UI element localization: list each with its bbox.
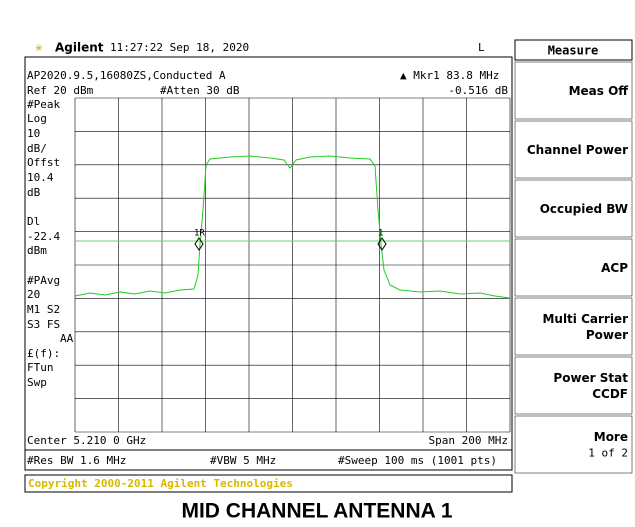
softkey-title: Measure — [548, 44, 599, 58]
left-label: Offst — [27, 156, 60, 169]
softkey-label: Meas Off — [569, 84, 629, 98]
left-label: 10.4 — [27, 171, 54, 184]
left-label: 10 — [27, 127, 40, 140]
marker-value: -0.516 dB — [448, 84, 508, 97]
vbw: #VBW 5 MHz — [210, 454, 276, 467]
left-label: AA — [60, 332, 74, 345]
softkey-label: Power — [586, 328, 628, 342]
softkey[interactable] — [514, 61, 633, 120]
logo: ✳ — [35, 41, 43, 56]
marker-freq: ▲ Mkr1 83.8 MHz — [400, 69, 499, 82]
left-label: FTun — [27, 361, 54, 374]
softkey[interactable] — [514, 356, 633, 415]
softkey[interactable] — [514, 297, 633, 356]
left-label: dBm — [27, 244, 47, 257]
softkey[interactable] — [514, 415, 633, 474]
trace — [74, 155, 511, 299]
softkey-label: Channel Power — [527, 143, 628, 157]
left-label: M1 S2 — [27, 303, 60, 316]
left-label: dB — [27, 186, 41, 199]
copyright-bar — [24, 474, 513, 493]
copyright: Copyright 2000-2011 Agilent Technologies — [28, 477, 293, 490]
softkey[interactable] — [514, 120, 633, 179]
softkey-label: ACP — [601, 261, 628, 275]
softkey[interactable] — [514, 179, 633, 238]
marker-freq-text: Mkr1 83.8 MHz — [413, 69, 499, 82]
brand: Agilent — [55, 41, 104, 55]
time: 11:27:22 Sep 18, 2020 — [110, 41, 249, 54]
ref-level: Ref 20 dBm — [27, 84, 94, 97]
span: Span 200 MHz — [429, 434, 508, 447]
setup: AP2020.9.5,16080ZS,Conducted A — [27, 69, 226, 82]
softkey-label: Multi Carrier — [542, 312, 628, 326]
graticule — [74, 97, 511, 433]
screen-border — [24, 56, 513, 471]
softkey-label: CCDF — [592, 387, 628, 401]
softkey-title-box — [514, 39, 633, 61]
left-label: £(f): — [27, 347, 60, 360]
marker-label: 1 — [378, 229, 383, 239]
caption: MID CHANNEL ANTENNA 1 — [181, 500, 452, 523]
atten: #Atten 30 dB — [160, 84, 240, 97]
softkeys: Meas Off Channel Power Occupied BW ACP Multi… — [514, 61, 633, 474]
left-label: Swp — [27, 376, 47, 389]
center: Center 5.210 0 GHz — [27, 434, 146, 447]
sweep: #Sweep 100 ms (1001 pts) — [338, 454, 497, 467]
left-label: -22.4 — [27, 230, 60, 243]
softkey[interactable] — [514, 238, 633, 297]
left-label: S3 FS — [27, 318, 60, 331]
softkey-label: Power Stat — [553, 371, 628, 385]
left-label: Dl — [27, 215, 40, 228]
markers — [194, 237, 387, 251]
softkey-label: Occupied BW — [540, 202, 628, 216]
left-label: 20 — [27, 288, 40, 301]
softkey-label: More — [594, 430, 628, 444]
left-label: #PAvg — [27, 274, 60, 287]
left-label: Log — [27, 112, 47, 125]
marker-label: 1R — [194, 229, 205, 239]
softkey-label: 1 of 2 — [588, 447, 628, 460]
rbw: #Res BW 1.6 MHz — [27, 454, 126, 467]
mode: L — [478, 41, 485, 54]
left-label: dB/ — [27, 142, 47, 155]
left-label: #Peak — [27, 98, 60, 111]
